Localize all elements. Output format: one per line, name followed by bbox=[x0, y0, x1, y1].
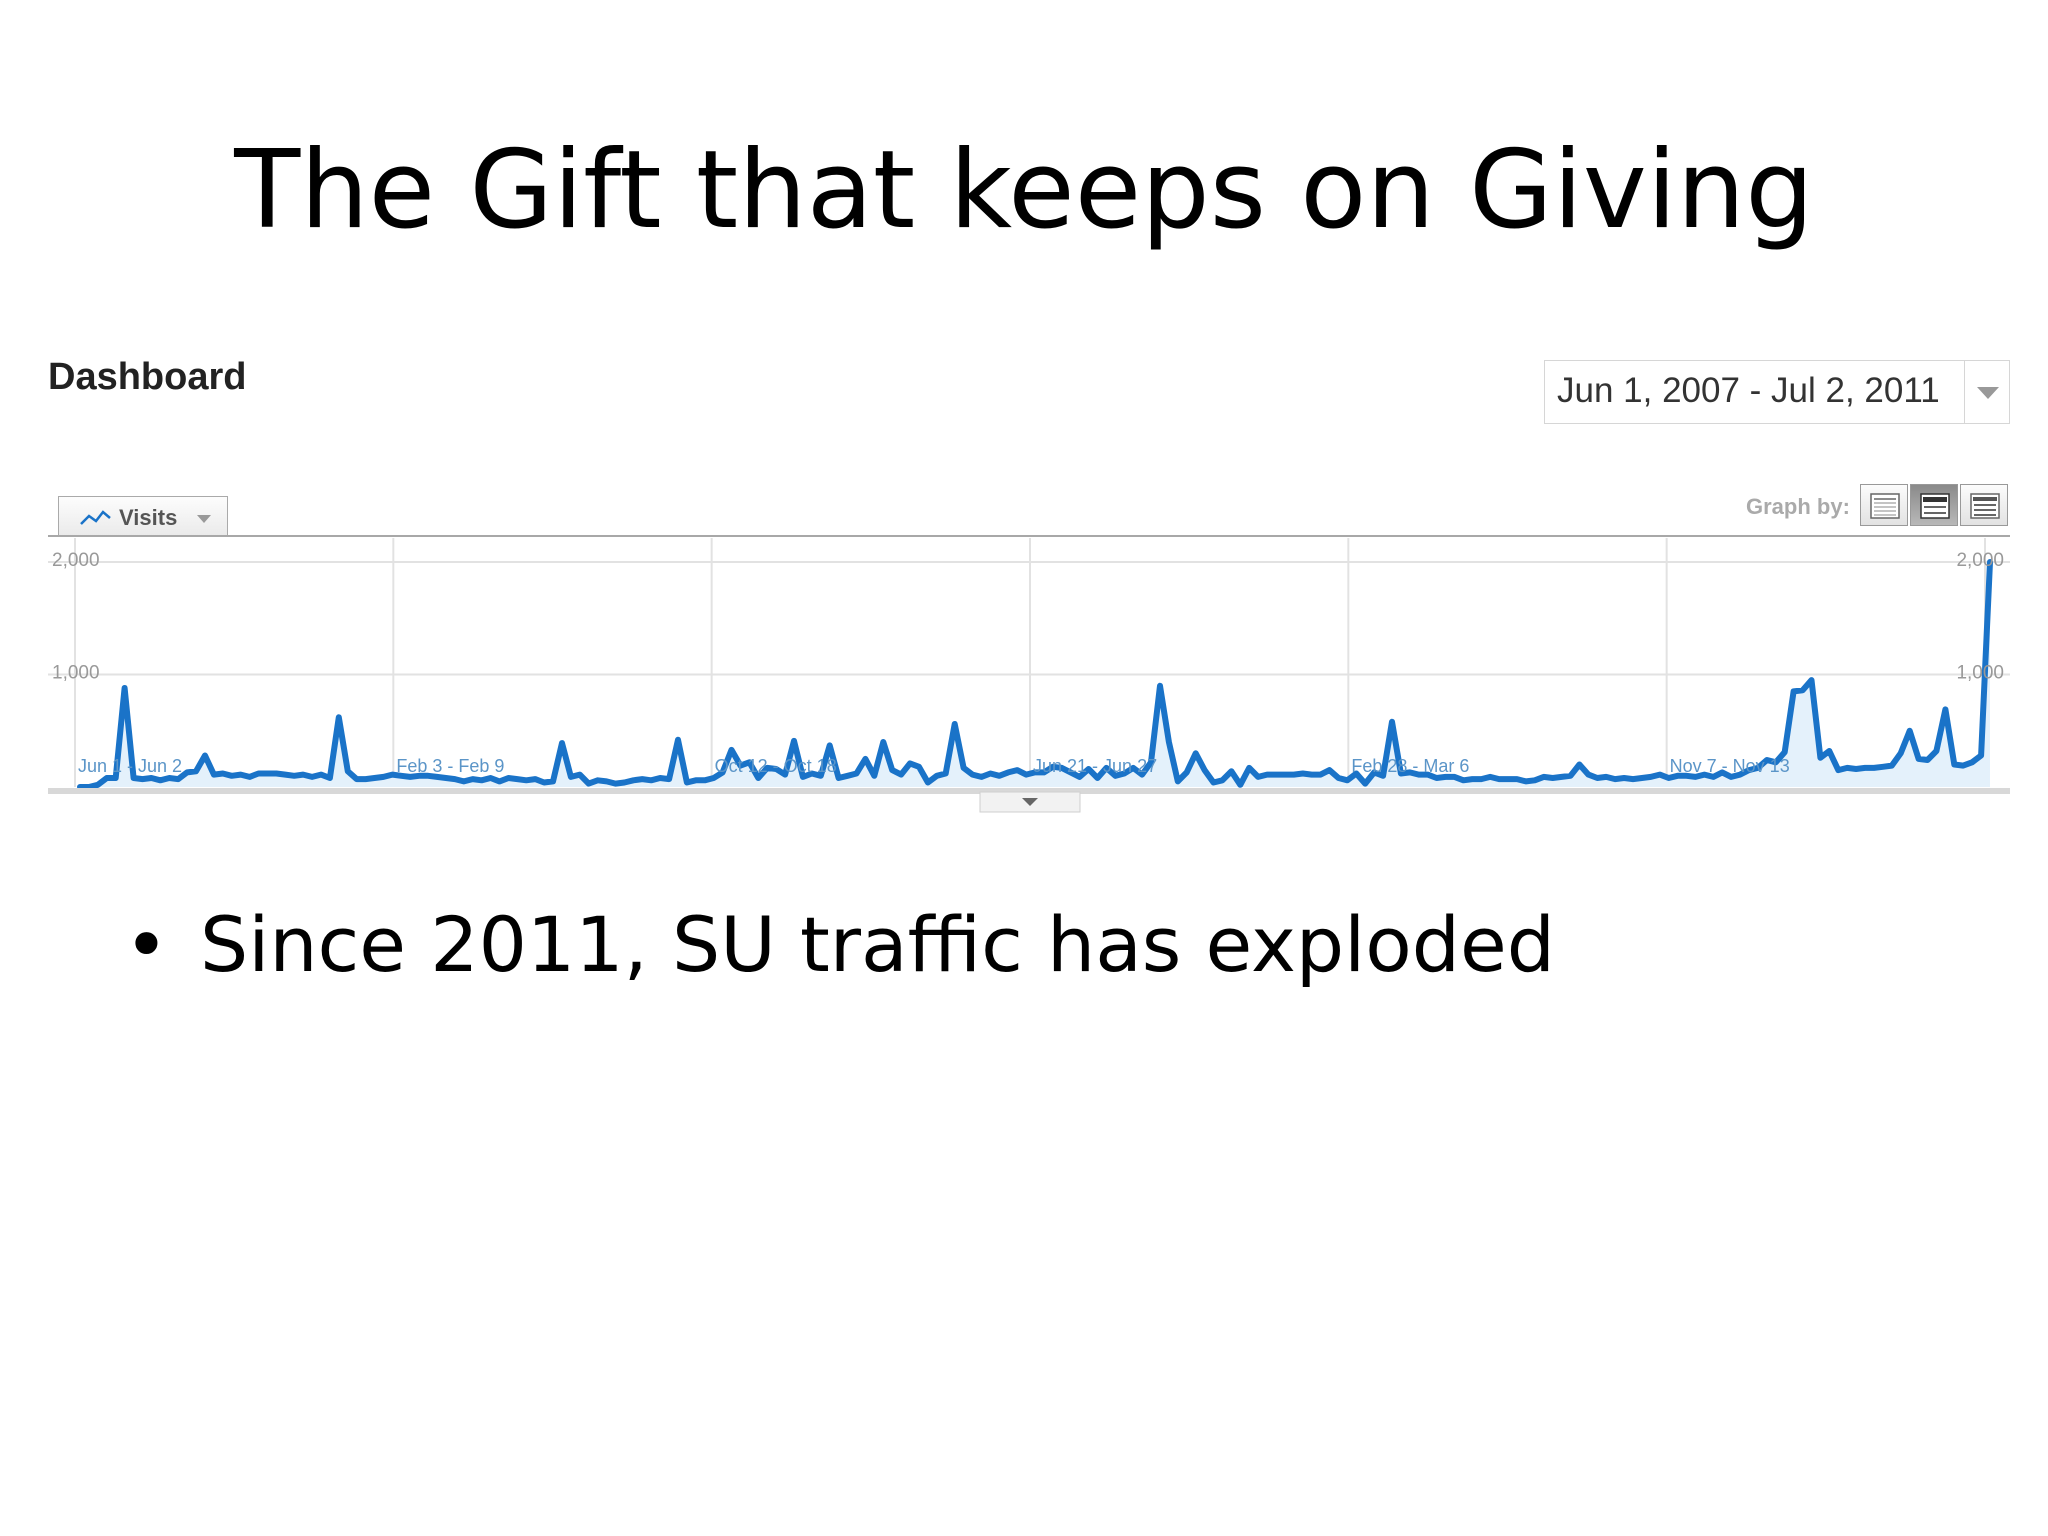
graph-by-label: Graph by: bbox=[1746, 494, 1850, 519]
graph-by-day-button[interactable] bbox=[1860, 484, 1908, 526]
visits-area bbox=[80, 562, 1990, 787]
y-tick-right-1: 1,000 bbox=[1956, 663, 2004, 684]
y-tick-left-1: 1,000 bbox=[52, 663, 100, 684]
chart-date-labels: Jun 1 - Jun 2 Feb 3 - Feb 9 Oct 12 - Oct 1… bbox=[78, 756, 1790, 776]
chart-grid bbox=[48, 535, 2010, 787]
x-label-3: Jun 21 - Jun 27 bbox=[1033, 756, 1157, 776]
graph-by-week-button[interactable] bbox=[1910, 484, 1958, 526]
date-range-picker[interactable]: Jun 1, 2007 - Jul 2, 2011 bbox=[1544, 360, 2010, 424]
metric-tab-label: Visits bbox=[119, 505, 178, 530]
caret-down-icon bbox=[197, 515, 211, 523]
graph-by-day-icon bbox=[1870, 493, 1900, 519]
date-range-text: Jun 1, 2007 - Jul 2, 2011 bbox=[1557, 371, 1940, 410]
metric-selector-tab[interactable]: Visits bbox=[58, 496, 228, 536]
graph-by-month-icon bbox=[1970, 493, 2000, 519]
visits-chart: 2,000 2,000 1,000 1,000 Jun 1 - Jun 2 Feb 3 … bbox=[48, 535, 2010, 813]
chart-tick-labels: 2,000 2,000 1,000 1,000 bbox=[52, 550, 2004, 684]
graph-by-week-icon bbox=[1920, 493, 1950, 519]
x-label-1: Feb 3 - Feb 9 bbox=[396, 756, 504, 776]
chevron-down-icon[interactable] bbox=[1964, 361, 2009, 423]
y-tick-left-0: 2,000 bbox=[52, 550, 100, 571]
x-label-2: Oct 12 - Oct 18 bbox=[715, 756, 837, 776]
line-chart-icon bbox=[80, 510, 111, 525]
expand-arrow-icon bbox=[1022, 798, 1038, 806]
y-tick-right-0: 2,000 bbox=[1956, 550, 2004, 571]
bullet-marker: • bbox=[124, 900, 169, 989]
dashboard-title: Dashboard bbox=[48, 356, 247, 398]
visits-line bbox=[77, 559, 1993, 790]
x-label-0: Jun 1 - Jun 2 bbox=[78, 756, 182, 776]
slide-title: The Gift that keeps on Giving bbox=[234, 128, 1814, 253]
chart-bottom-bar bbox=[48, 788, 2010, 794]
graph-by-month-button[interactable] bbox=[1960, 484, 2008, 526]
x-label-4: Feb 28 - Mar 6 bbox=[1351, 756, 1469, 776]
x-label-5: Nov 7 - Nov 13 bbox=[1670, 756, 1790, 776]
bullet-text: Since 2011, SU traffic has exploded bbox=[200, 900, 1556, 989]
